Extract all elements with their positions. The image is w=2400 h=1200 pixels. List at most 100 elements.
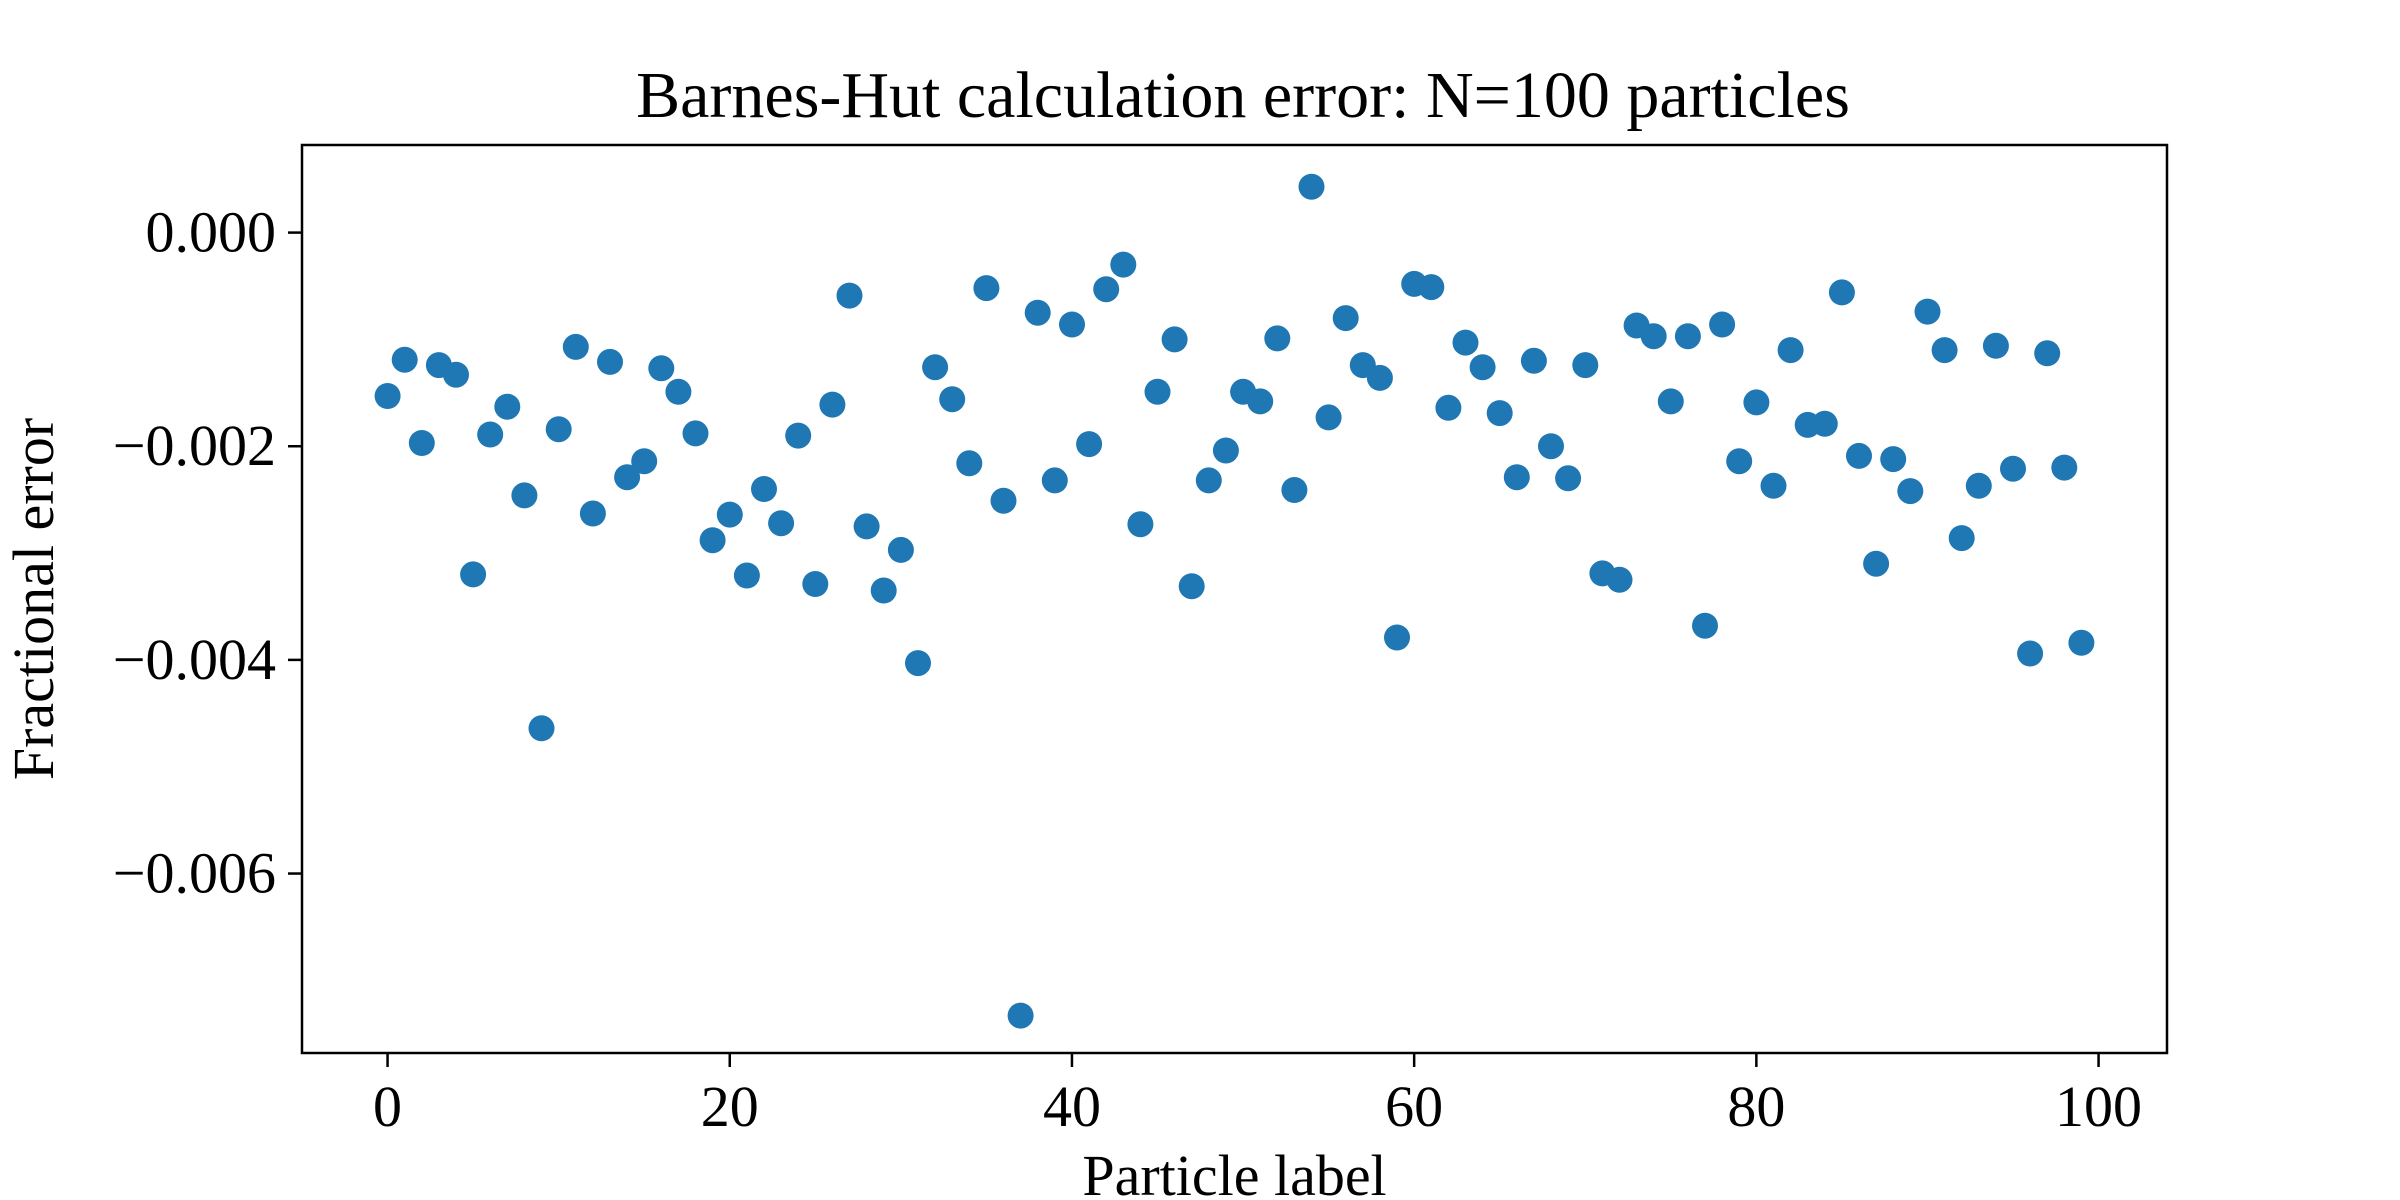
- scatter-point: [1709, 311, 1736, 338]
- x-tick-label: 40: [1043, 1074, 1101, 1139]
- scatter-point: [922, 354, 949, 381]
- scatter-point: [2051, 454, 2078, 481]
- scatter-point: [1931, 337, 1958, 364]
- scatter-point: [562, 333, 589, 360]
- scatter-point: [631, 448, 658, 475]
- scatter-point: [1007, 1002, 1034, 1029]
- x-axis: 0 20 40 60 80 100: [373, 1053, 2142, 1139]
- scatter-point: [939, 386, 966, 413]
- scatter-point: [973, 275, 1000, 302]
- y-tick-label: 0.000: [146, 200, 277, 265]
- scatter-point: [1366, 364, 1393, 391]
- scatter-point: [545, 416, 572, 443]
- scatter-point: [2000, 455, 2026, 482]
- scatter-point: [836, 282, 863, 309]
- scatter-point: [887, 536, 914, 563]
- scatter-point: [1674, 323, 1701, 350]
- scatter-point: [699, 527, 726, 554]
- scatter-point: [819, 391, 846, 418]
- scatter-point: [1743, 389, 1770, 416]
- scatter-point: [1435, 394, 1462, 421]
- scatter-point: [1914, 298, 1941, 325]
- scatter-point: [1384, 624, 1410, 651]
- y-axis-label: Fractional error: [1, 418, 66, 780]
- scatter-point: [1452, 329, 1479, 356]
- scatter-point: [1520, 347, 1547, 374]
- scatter-point: [716, 501, 743, 528]
- scatter-point: [374, 383, 401, 409]
- scatter-point: [768, 510, 795, 537]
- y-tick-label: −0.002: [113, 413, 276, 478]
- scatter-point: [1315, 404, 1342, 431]
- scatter-point: [494, 393, 521, 420]
- scatter-point: [1041, 467, 1068, 494]
- scatter-point: [1281, 477, 1308, 503]
- scatter-point: [1247, 388, 1274, 415]
- scatter-point: [648, 355, 675, 382]
- scatter-point: [528, 715, 555, 742]
- scatter-point: [1076, 431, 1103, 458]
- scatter-point: [2017, 640, 2044, 667]
- scatter-point: [1760, 472, 1787, 499]
- scatter-point: [460, 561, 487, 588]
- scatter-point: [1555, 465, 1582, 492]
- scatter-point: [1298, 173, 1325, 200]
- scatter-point: [1264, 325, 1291, 352]
- scatter-point: [1726, 448, 1753, 475]
- scatter-point: [1777, 337, 1804, 364]
- scatter-point: [1606, 566, 1633, 593]
- scatter-point: [802, 571, 829, 597]
- scatter-point: [1195, 467, 1222, 494]
- x-tick-label: 20: [701, 1074, 759, 1139]
- scatter-point: [1144, 378, 1171, 405]
- scatter-point: [1863, 550, 1890, 577]
- scatter-point: [1332, 305, 1359, 332]
- scatter-point: [1486, 400, 1513, 427]
- scatter-point: [751, 476, 777, 502]
- scatter-point: [1024, 299, 1051, 326]
- scatter-point: [853, 513, 880, 540]
- scatter-point: [1212, 437, 1239, 464]
- scatter-point: [682, 420, 709, 447]
- scatter-point: [1093, 276, 1120, 303]
- scatter-point: [1982, 332, 2009, 359]
- scatter-point: [1846, 442, 1872, 469]
- scatter-point: [511, 482, 538, 509]
- scatter-point: [1127, 511, 1154, 538]
- scatter-point: [1161, 326, 1188, 353]
- scatter-point: [597, 348, 623, 375]
- plot-frame: [300, 143, 2169, 1055]
- scatter-point: [1640, 323, 1667, 350]
- scatter-point: [1469, 354, 1496, 381]
- scatter-point: [1811, 410, 1838, 437]
- scatter-point: [1178, 573, 1205, 600]
- scatter-point: [1110, 251, 1137, 278]
- y-axis: 0.000 −0.002 −0.004 −0.006: [113, 200, 302, 906]
- x-tick-label: 80: [1727, 1074, 1785, 1139]
- scatter-point: [579, 500, 606, 527]
- x-tick-label: 100: [2055, 1074, 2142, 1139]
- y-tick-label: −0.004: [113, 627, 276, 692]
- plot-area: [300, 143, 2169, 1055]
- scatter-point: [2068, 629, 2095, 656]
- scatter-point: [905, 650, 931, 677]
- scatter-point: [1948, 525, 1975, 552]
- scatter-point: [1538, 433, 1564, 460]
- y-tick-label: −0.006: [113, 841, 276, 906]
- x-tick-label: 60: [1385, 1074, 1443, 1139]
- scatter-point: [1418, 274, 1445, 301]
- x-axis-label: Particle label: [1082, 1143, 1386, 1200]
- scatter-point: [1897, 478, 1924, 505]
- scatter-point: [733, 562, 760, 589]
- chart-title: Barnes-Hut calculation error: N=100 part…: [636, 59, 1850, 132]
- scatter-point: [956, 450, 983, 477]
- x-tick-label: 0: [373, 1074, 402, 1139]
- scatter-point: [990, 487, 1017, 514]
- scatter-point: [1965, 472, 1992, 499]
- scatter-point: [2034, 340, 2061, 367]
- scatter-point: [614, 464, 641, 491]
- scatter-point: [1503, 464, 1530, 491]
- data-points: [374, 173, 2095, 1029]
- scatter-point: [1059, 311, 1085, 338]
